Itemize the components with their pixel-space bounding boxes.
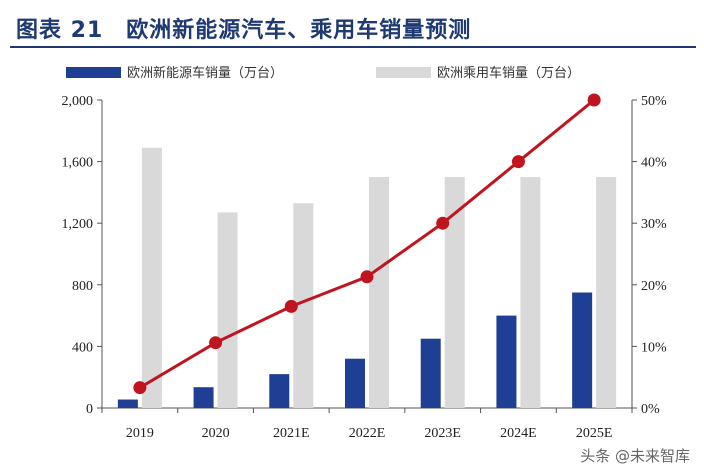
right-tick-label: 0% xyxy=(641,402,660,417)
left-tick-label: 1,200 xyxy=(62,217,94,232)
x-tick-label: 2020 xyxy=(202,426,230,441)
right-tick-label: 10% xyxy=(641,340,667,355)
right-tick-label: 40% xyxy=(641,156,667,171)
legend-swatch-pv xyxy=(376,67,431,78)
share-point xyxy=(209,336,223,350)
left-tick-label: 400 xyxy=(72,340,93,355)
bar-pv-sales xyxy=(217,212,238,408)
legend-label-nev: 欧洲新能源车销量（万台） xyxy=(127,65,283,81)
bar-pv-sales xyxy=(596,177,617,408)
bar-pv-sales xyxy=(444,177,465,408)
tick-labels: 0 400 800 1,200 1,600 2,000 0% 10% 20% 30% 40% 50% 2… xyxy=(62,94,668,441)
left-tick-label: 0 xyxy=(86,402,93,417)
share-line xyxy=(133,93,601,395)
bar-nev-sales xyxy=(345,358,365,408)
bar-pv-sales xyxy=(293,203,314,408)
bar-nev-sales xyxy=(269,374,290,408)
bar-nev-sales xyxy=(117,399,138,408)
share-point xyxy=(360,270,374,284)
bar-pv-sales xyxy=(369,177,389,408)
x-tick-label: 2024E xyxy=(500,426,537,441)
x-tick-label: 2023E xyxy=(424,426,461,441)
bar-pv-sales xyxy=(141,147,162,409)
bar-nev-sales xyxy=(193,387,214,408)
right-tick-label: 20% xyxy=(641,279,667,294)
share-point xyxy=(511,155,525,169)
bar-nev-sales xyxy=(420,338,441,408)
title-bar: 图表 21 欧洲新能源汽车、乘用车销量预测 xyxy=(10,8,696,48)
legend-swatch-nev xyxy=(66,67,121,78)
bar-pv-sales xyxy=(520,177,541,408)
x-tick-label: 2025E xyxy=(576,426,613,441)
bars xyxy=(117,147,617,409)
share-point xyxy=(587,93,601,107)
share-point xyxy=(133,381,147,395)
watermark: 头条 @未来智库 xyxy=(580,447,690,465)
x-tick-label: 2021E xyxy=(273,426,310,441)
axes xyxy=(97,99,637,413)
legend-label-pv: 欧洲乘用车销量（万台） xyxy=(437,65,580,81)
right-tick-label: 30% xyxy=(641,217,667,232)
bar-nev-sales xyxy=(496,315,517,408)
left-tick-label: 800 xyxy=(72,279,93,294)
right-tick-label: 50% xyxy=(641,94,667,109)
chart-title: 图表 21 欧洲新能源汽车、乘用车销量预测 xyxy=(16,18,472,43)
share-point xyxy=(284,299,298,313)
left-tick-label: 1,600 xyxy=(62,156,94,171)
legend: 欧洲新能源车销量（万台） 欧洲乘用车销量（万台） xyxy=(66,65,580,81)
x-tick-label: 2019 xyxy=(126,426,154,441)
share-point xyxy=(436,216,450,230)
bar-nev-sales xyxy=(572,292,593,408)
x-tick-label: 2022E xyxy=(349,426,386,441)
left-tick-label: 2,000 xyxy=(62,94,94,109)
